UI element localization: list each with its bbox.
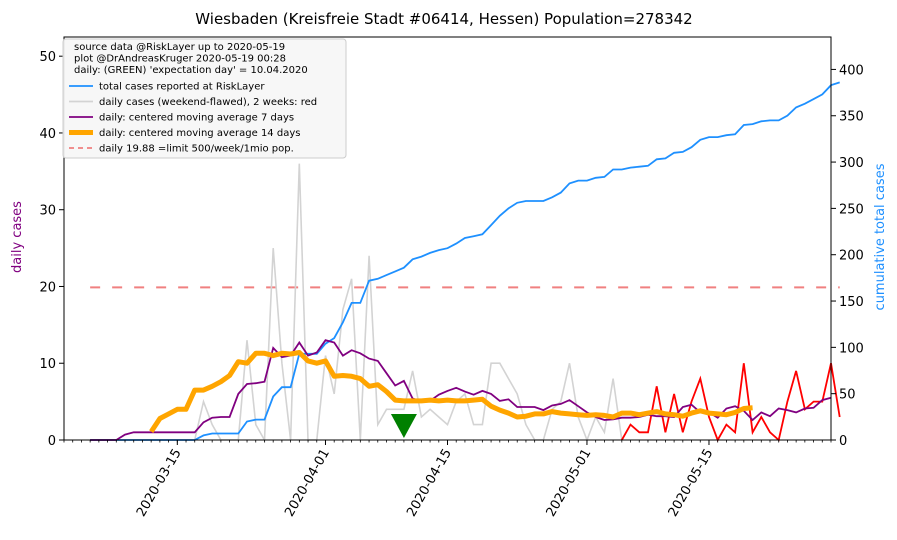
- y-right-tick-label: 350: [839, 110, 864, 125]
- y-right-tick-label: 250: [839, 202, 864, 217]
- legend: source data @RiskLayer up to 2020-05-19p…: [62, 38, 347, 159]
- y-left-tick-label: 0: [48, 434, 56, 449]
- chart-title: Wiesbaden (Kreisfreie Stadt #06414, Hess…: [195, 10, 692, 28]
- y-right-tick-label: 400: [839, 63, 864, 78]
- legend-entry: daily 19.88 =limit 500/week/1mio pop.: [99, 144, 294, 155]
- y-left-tick-label: 10: [39, 357, 56, 372]
- legend-entry: daily: centered moving average 14 days: [99, 128, 300, 139]
- legend-entry: total cases reported at RiskLayer: [99, 82, 265, 93]
- y-axis-right-label: cumulative total cases: [873, 163, 888, 310]
- legend-header-line: source data @RiskLayer up to 2020-05-19: [74, 42, 285, 53]
- y-right-tick-label: 300: [839, 156, 864, 171]
- plot-area: [90, 81, 841, 443]
- legend-header-line: plot @DrAndreasKruger 2020-05-19 00:28: [74, 54, 286, 65]
- y-right-tick-label: 150: [839, 295, 864, 310]
- y-right-tick-label: 200: [839, 249, 864, 264]
- legend-entry: daily: centered moving average 7 days: [99, 113, 294, 124]
- series-daily-cases-recent: [621, 363, 841, 443]
- series-total-cases: [90, 81, 840, 441]
- expectation-day-marker: [390, 414, 417, 438]
- y-axis-left-label: daily cases: [10, 201, 25, 273]
- y-left-tick-label: 20: [39, 280, 56, 295]
- y-right-tick-label: 100: [839, 341, 864, 356]
- legend-box: [62, 38, 347, 159]
- y-left-tick-label: 40: [39, 127, 56, 142]
- y-right-tick-label: 50: [839, 388, 856, 403]
- y-left-tick-label: 30: [39, 204, 56, 219]
- y-right-tick-label: 0: [839, 434, 847, 449]
- series-ma14: [149, 350, 753, 433]
- y-left-tick-label: 50: [39, 50, 56, 65]
- legend-header-line: daily: (GREEN) 'expectation day' = 10.04…: [74, 65, 308, 76]
- legend-entry: daily cases (weekend-flawed), 2 weeks: r…: [99, 97, 317, 108]
